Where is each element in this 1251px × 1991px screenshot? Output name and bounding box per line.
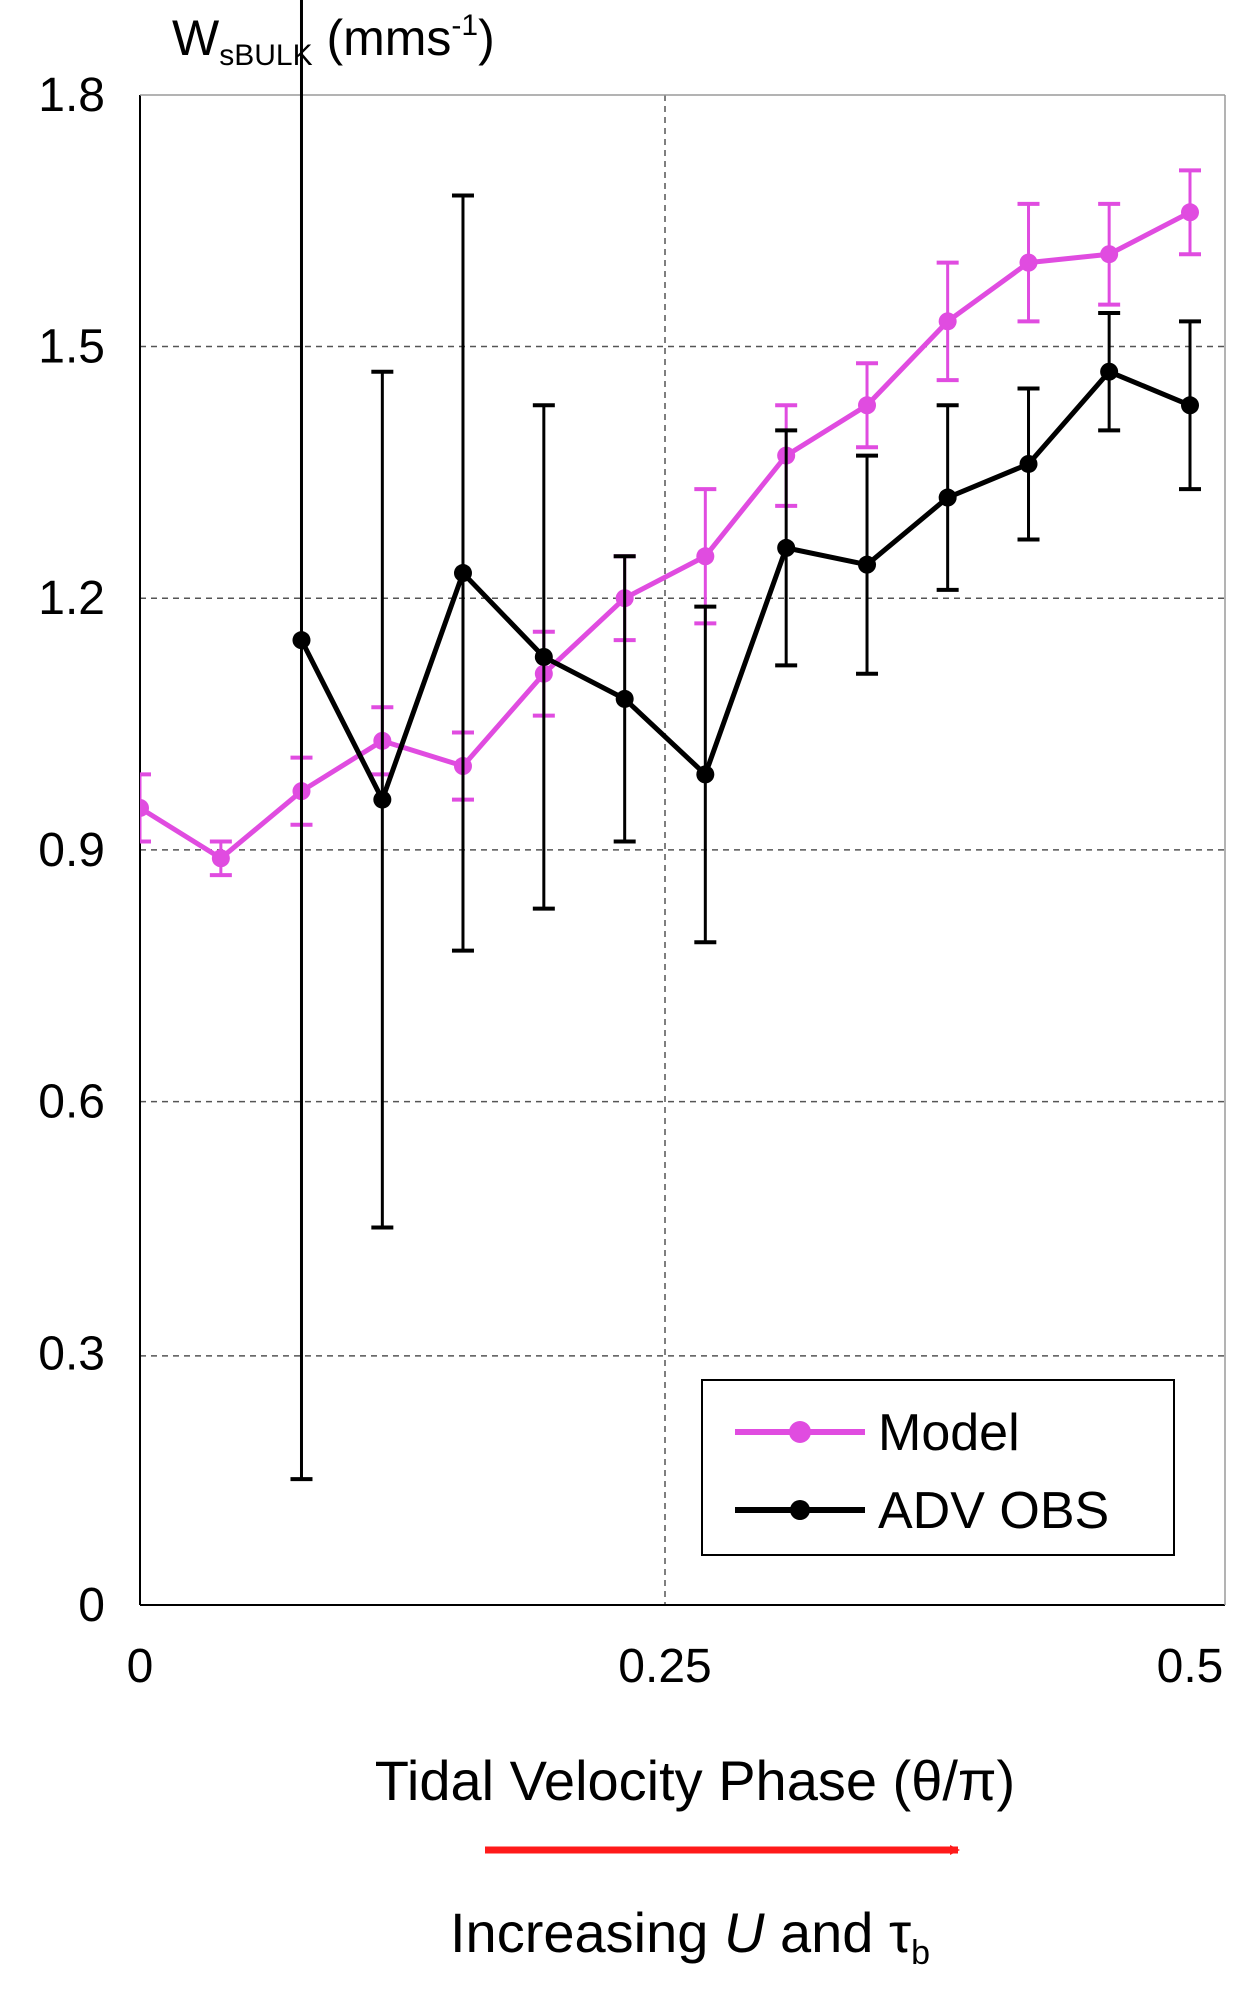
annotation-mid: and τ xyxy=(764,1901,911,1964)
gridlines xyxy=(140,95,1225,1605)
y-tick-label-2: 0.6 xyxy=(38,1076,105,1129)
point-model-0 xyxy=(140,798,149,817)
increasing-annotation: Increasing U and τb xyxy=(450,1901,930,1972)
series-adv-obs xyxy=(292,193,1201,1230)
plot-frame xyxy=(139,94,1226,1606)
errorbar-model-0 xyxy=(140,772,151,844)
point-adv-obs-10 xyxy=(1100,362,1119,381)
point-adv-obs-3 xyxy=(534,647,553,666)
point-adv-obs-2 xyxy=(453,564,472,583)
y-tick-label-3: 0.9 xyxy=(38,824,105,877)
series xyxy=(140,168,1201,1230)
x-tick-label-2: 0.5 xyxy=(1157,1640,1224,1693)
x-tick-label-1: 0.25 xyxy=(618,1640,711,1693)
legend-item-model: Model xyxy=(735,1404,1020,1462)
point-adv-obs-1 xyxy=(373,790,392,809)
point-adv-obs-9 xyxy=(1019,454,1038,473)
x-axis-title: Tidal Velocity Phase (θ/π) xyxy=(375,1749,1015,1812)
point-adv-obs-8 xyxy=(938,488,957,507)
annotation-sub: b xyxy=(911,1934,930,1972)
point-adv-obs-11 xyxy=(1181,396,1199,415)
point-model-7 xyxy=(696,547,715,566)
y-tick-labels: 0 0.3 0.6 0.9 1.2 1.5 1.8 xyxy=(38,69,105,1632)
legend-marker-adv-obs xyxy=(790,1500,810,1520)
y-tick-label-0: 0 xyxy=(78,1579,105,1632)
y-tick-label-5: 1.5 xyxy=(38,321,105,374)
series-errorbars-overflow xyxy=(290,0,313,1482)
annotation-u: U xyxy=(724,1901,765,1964)
legend-label-adv-obs: ADV OBS xyxy=(878,1482,1109,1540)
point-adv-obs-7 xyxy=(858,555,877,574)
legend: Model ADV OBS xyxy=(701,1379,1175,1556)
x-tick-labels: 0 0.25 0.5 xyxy=(127,1640,1224,1693)
legend-box xyxy=(701,1379,1175,1556)
y-tick-label-1: 0.3 xyxy=(38,1327,105,1380)
point-model-13 xyxy=(1181,203,1199,222)
point-model-10 xyxy=(938,312,957,331)
point-adv-obs-6 xyxy=(777,538,796,557)
legend-item-adv-obs: ADV OBS xyxy=(735,1482,1109,1540)
annotation-prefix: Increasing xyxy=(450,1901,724,1964)
y-axis-title: WsBULK (mms-1) xyxy=(172,9,495,72)
legend-label-model: Model xyxy=(878,1404,1020,1462)
point-model-11 xyxy=(1019,253,1038,272)
errorbar-adv-obs-0 xyxy=(290,0,313,1482)
point-model-9 xyxy=(858,396,877,415)
y-axis-title-unit-sup: -1 xyxy=(451,9,478,42)
y-tick-label-4: 1.2 xyxy=(38,572,105,625)
y-axis-title-unit: (mms xyxy=(313,10,452,66)
y-axis-title-main: W xyxy=(172,10,220,66)
series-line-model xyxy=(140,210,1192,861)
y-axis-title-sub: sBULK xyxy=(219,39,312,72)
legend-marker-model xyxy=(789,1421,811,1443)
point-model-1 xyxy=(211,849,230,868)
x-tick-label-0: 0 xyxy=(127,1640,154,1693)
y-axis-title-unit-close: ) xyxy=(478,10,495,66)
series-line-adv-obs xyxy=(299,369,1191,803)
point-model-12 xyxy=(1100,245,1119,264)
y-tick-label-6: 1.8 xyxy=(38,69,105,122)
point-adv-obs-5 xyxy=(696,765,715,784)
point-adv-obs-4 xyxy=(615,689,634,708)
